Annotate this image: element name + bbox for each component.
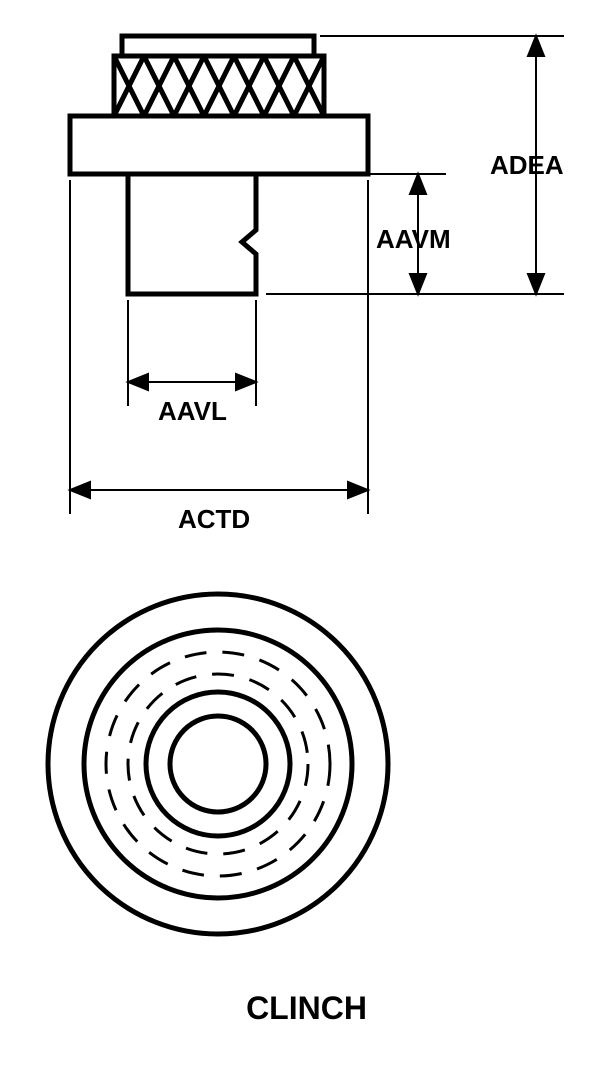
aavl-dimension <box>128 300 256 406</box>
knurl-lobes <box>114 56 324 116</box>
flange <box>70 116 368 174</box>
knurl-cap <box>122 36 314 56</box>
shank <box>128 174 256 294</box>
bottom-view <box>48 594 388 934</box>
label-actd: ACTD <box>178 504 250 535</box>
diagram-title: CLINCH <box>0 990 613 1027</box>
label-aavm: AAVM <box>376 224 451 255</box>
label-adea: ADEA <box>490 150 564 181</box>
actd-dimension <box>70 180 368 514</box>
label-aavl: AAVL <box>158 396 227 427</box>
diagram-container: ADEA AAVM AAVL ACTD CLINCH <box>0 0 613 1074</box>
